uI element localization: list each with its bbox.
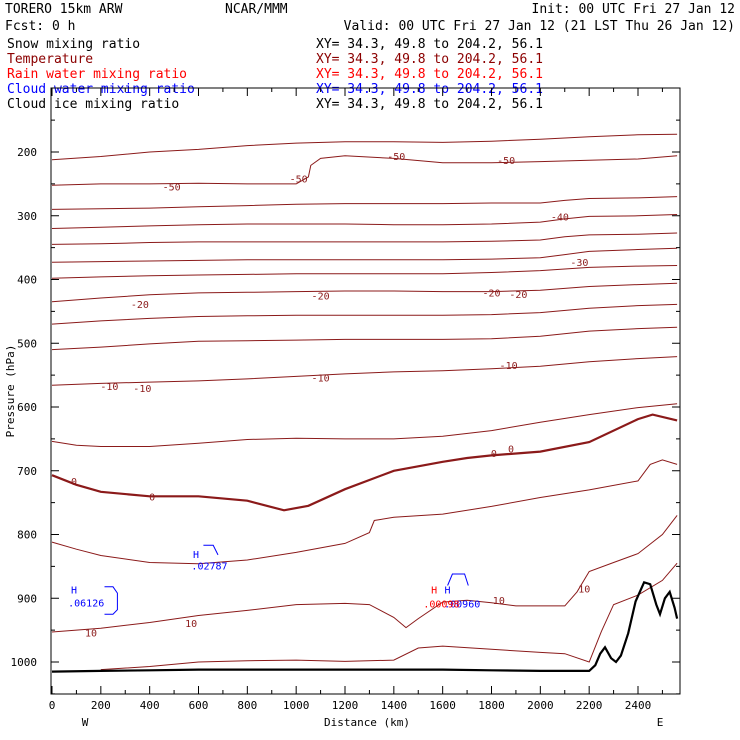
y-tick-label: 600 (17, 401, 37, 414)
legend-rain-label: Rain water mixing ratio (7, 67, 187, 82)
x-axis: 0 200 400 600 800 1000 1200 1400 1600 1800 2000 220… (49, 88, 663, 712)
y-tick-label: 500 (17, 337, 37, 350)
isotherm-line (51, 459, 678, 565)
header-valid: Valid: 00 UTC Fri 27 Jan 12 (21 LST Thu … (344, 19, 735, 34)
y-tick-label: 700 (17, 465, 37, 478)
cloud-water-max-value: .06126 (68, 598, 104, 609)
isotherm-label: 0 (71, 477, 77, 488)
isotherm-line (51, 232, 678, 245)
isotherm-line (51, 282, 678, 303)
isotherm-label: -50 (497, 156, 515, 167)
header-init: Init: 00 UTC Fri 27 Jan 12 (532, 2, 736, 17)
isotherm-label: -20 (509, 290, 527, 301)
isotherm-label: -50 (290, 174, 308, 185)
isotherm-line (51, 303, 678, 325)
legend-temperature-xy: XY= 34.3, 49.8 to 204.2, 56.1 (316, 52, 543, 67)
header-org: NCAR/MMM (225, 2, 288, 17)
terrain-profile (51, 580, 679, 673)
x-tick-label: 200 (91, 699, 111, 712)
x-tick-label: 600 (189, 699, 209, 712)
x-tick-label: 2000 (527, 699, 554, 712)
isotherm-line (51, 214, 678, 229)
cloud-water-max-marker: H (445, 586, 451, 597)
isotherm-label: -50 (163, 183, 181, 194)
x-tick-label: 800 (237, 699, 257, 712)
x-axis-label: Distance (km) (324, 716, 410, 729)
isotherm-label: -20 (131, 300, 149, 311)
y-tick-label: 400 (17, 274, 37, 287)
x-tick-label: 0 (49, 699, 56, 712)
isotherm-line (51, 247, 678, 263)
legend-snow-xy: XY= 34.3, 49.8 to 204.2, 56.1 (316, 37, 543, 52)
header-model: TORERO 15km ARW (5, 2, 123, 17)
rain-water-max-marker: H (431, 586, 437, 597)
rain-water-max-value: .00098 (423, 600, 459, 611)
isotherm-label: -40 (551, 213, 569, 224)
terrain-line (51, 580, 679, 673)
cloud-water-max-marker: H (71, 586, 77, 597)
x-tick-label: 1600 (429, 699, 456, 712)
y-tick-label: 200 (17, 146, 37, 159)
west-end-label: W (82, 716, 89, 729)
cloud-water-contour (104, 586, 118, 615)
isotherm-label: 0 (149, 493, 155, 504)
isotherm-line (100, 562, 678, 671)
x-tick-label: 1400 (381, 699, 408, 712)
x-tick-label: 2400 (625, 699, 652, 712)
legend-cloud-ice-label: Cloud ice mixing ratio (7, 97, 179, 112)
x-tick-label: 400 (140, 699, 160, 712)
cloud-water-contour (203, 544, 219, 556)
header-fcst: Fcst: 0 h (5, 19, 75, 34)
legend-cloud-ice-xy: XY= 34.3, 49.8 to 204.2, 56.1 (316, 97, 543, 112)
y-axis-label: Pressure (hPa) (4, 345, 17, 438)
isotherm-line (51, 326, 678, 351)
x-tick-label: 1000 (283, 699, 310, 712)
cloud-water-max-marker: H (193, 550, 199, 561)
x-tick-label: 1200 (332, 699, 359, 712)
x-tick-label: 1800 (478, 699, 505, 712)
plot-frame (50, 87, 681, 695)
isotherm-label: 10 (493, 596, 505, 607)
isotherm-line (51, 515, 678, 633)
legend: Snow mixing ratio XY= 34.3, 49.8 to 204.… (7, 37, 543, 112)
isotherm-label: 0 (491, 449, 497, 460)
isotherm-line (51, 155, 678, 186)
isotherm-label: -30 (570, 258, 588, 269)
isotherm-label: 0 (508, 445, 514, 456)
y-tick-label: 300 (17, 210, 37, 223)
isotherm-label: -20 (312, 292, 330, 303)
isotherm-line (51, 265, 678, 279)
legend-rain-xy: XY= 34.3, 49.8 to 204.2, 56.1 (316, 67, 543, 82)
isotherm-label: -10 (100, 382, 118, 393)
isotherm-label: 10 (185, 619, 197, 630)
isotherm-label: -10 (312, 373, 330, 384)
isotherm-line (51, 403, 678, 447)
cloud-water-max-value: .00960 (444, 600, 480, 611)
cloud-water-contour (447, 573, 469, 586)
y-tick-label: 900 (17, 592, 37, 605)
legend-temperature-label: Temperature (7, 52, 93, 67)
cloud-water-max-value: .02787 (191, 561, 227, 572)
isotherm-label: 10 (578, 584, 590, 595)
x-tick-label: 2200 (576, 699, 603, 712)
isotherm-label: -10 (133, 384, 151, 395)
east-end-label: E (657, 716, 664, 729)
legend-snow-label: Snow mixing ratio (7, 37, 140, 52)
isotherm-label: -10 (500, 361, 518, 372)
isotherm-line (51, 413, 678, 512)
isotherm-label: -20 (482, 289, 500, 300)
legend-cloud-water-xy: XY= 34.3, 49.8 to 204.2, 56.1 (316, 82, 543, 97)
isotherm-line (51, 196, 678, 210)
isotherm-line (51, 133, 678, 161)
y-tick-label: 800 (17, 529, 37, 542)
temperature-contours: -50 -50 -50 -50 -40 -30 -20 -20 -20 -20 -10 -10 -10 -… (51, 133, 678, 671)
isotherm-line (51, 356, 678, 386)
y-tick-label: 1000 (11, 656, 38, 669)
isotherm-label: 10 (85, 628, 97, 639)
isotherm-label: -50 (387, 152, 405, 163)
